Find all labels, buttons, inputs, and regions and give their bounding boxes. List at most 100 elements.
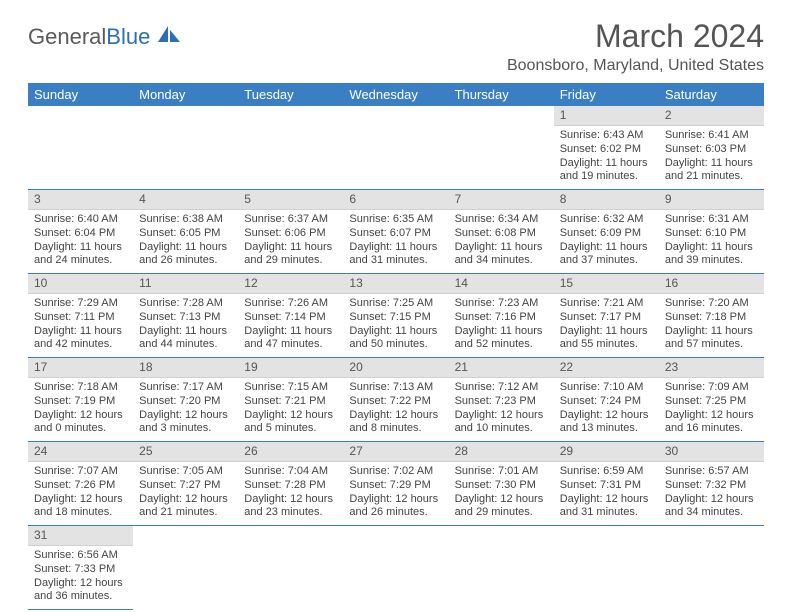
calendar-cell: 29Sunrise: 6:59 AMSunset: 7:31 PMDayligh… [554,442,659,526]
sunrise-text: Sunrise: 7:12 AM [455,381,548,395]
day-number: 29 [554,442,659,462]
sunrise-text: Sunrise: 6:59 AM [560,465,653,479]
weekday-header: Wednesday [343,83,448,106]
day-number: 17 [28,358,133,378]
day-body: Sunrise: 6:38 AMSunset: 6:05 PMDaylight:… [133,210,238,273]
daylight-text: Daylight: 11 hours and 47 minutes. [244,325,337,353]
day-number: 13 [343,274,448,294]
day-number: 9 [659,190,764,210]
day-body: Sunrise: 7:28 AMSunset: 7:13 PMDaylight:… [133,294,238,357]
daylight-text: Daylight: 12 hours and 23 minutes. [244,493,337,521]
sunrise-text: Sunrise: 7:02 AM [349,465,442,479]
day-body: Sunrise: 7:17 AMSunset: 7:20 PMDaylight:… [133,378,238,441]
sunset-text: Sunset: 7:24 PM [560,395,653,409]
calendar-cell: 23Sunrise: 7:09 AMSunset: 7:25 PMDayligh… [659,358,764,442]
sunset-text: Sunset: 7:17 PM [560,311,653,325]
sunset-text: Sunset: 7:16 PM [455,311,548,325]
day-number: 24 [28,442,133,462]
weekday-header: Saturday [659,83,764,106]
day-number: 19 [238,358,343,378]
weekday-header: Thursday [449,83,554,106]
calendar-cell: 22Sunrise: 7:10 AMSunset: 7:24 PMDayligh… [554,358,659,442]
day-body: Sunrise: 7:02 AMSunset: 7:29 PMDaylight:… [343,462,448,525]
calendar-cell: 19Sunrise: 7:15 AMSunset: 7:21 PMDayligh… [238,358,343,442]
day-body: Sunrise: 7:09 AMSunset: 7:25 PMDaylight:… [659,378,764,441]
day-number: 26 [238,442,343,462]
sunrise-text: Sunrise: 7:21 AM [560,297,653,311]
calendar-cell-empty [659,526,764,610]
sunset-text: Sunset: 7:23 PM [455,395,548,409]
calendar-cell: 14Sunrise: 7:23 AMSunset: 7:16 PMDayligh… [449,274,554,358]
sunrise-text: Sunrise: 7:18 AM [34,381,127,395]
daylight-text: Daylight: 11 hours and 19 minutes. [560,157,653,185]
sunrise-text: Sunrise: 7:20 AM [665,297,758,311]
sunrise-text: Sunrise: 7:04 AM [244,465,337,479]
calendar-cell-empty [343,106,448,190]
day-body: Sunrise: 6:57 AMSunset: 7:32 PMDaylight:… [659,462,764,525]
sunrise-text: Sunrise: 7:10 AM [560,381,653,395]
sunrise-text: Sunrise: 7:23 AM [455,297,548,311]
day-number: 10 [28,274,133,294]
calendar-cell: 4Sunrise: 6:38 AMSunset: 6:05 PMDaylight… [133,190,238,274]
calendar-cell: 28Sunrise: 7:01 AMSunset: 7:30 PMDayligh… [449,442,554,526]
sunrise-text: Sunrise: 7:13 AM [349,381,442,395]
sunset-text: Sunset: 7:15 PM [349,311,442,325]
calendar-row: 10Sunrise: 7:29 AMSunset: 7:11 PMDayligh… [28,274,764,358]
day-body: Sunrise: 6:31 AMSunset: 6:10 PMDaylight:… [659,210,764,273]
day-body: Sunrise: 7:15 AMSunset: 7:21 PMDaylight:… [238,378,343,441]
daylight-text: Daylight: 12 hours and 34 minutes. [665,493,758,521]
sunrise-text: Sunrise: 6:37 AM [244,213,337,227]
daylight-text: Daylight: 12 hours and 36 minutes. [34,577,127,605]
sunset-text: Sunset: 7:25 PM [665,395,758,409]
day-number: 4 [133,190,238,210]
day-number: 14 [449,274,554,294]
sunrise-text: Sunrise: 6:41 AM [665,129,758,143]
calendar-cell: 10Sunrise: 7:29 AMSunset: 7:11 PMDayligh… [28,274,133,358]
daylight-text: Daylight: 11 hours and 24 minutes. [34,241,127,269]
sunrise-text: Sunrise: 7:09 AM [665,381,758,395]
calendar-cell: 15Sunrise: 7:21 AMSunset: 7:17 PMDayligh… [554,274,659,358]
sunset-text: Sunset: 7:14 PM [244,311,337,325]
day-body: Sunrise: 7:21 AMSunset: 7:17 PMDaylight:… [554,294,659,357]
daylight-text: Daylight: 11 hours and 57 minutes. [665,325,758,353]
day-number: 1 [554,106,659,126]
logo-text-1: General [28,24,106,50]
day-body: Sunrise: 6:56 AMSunset: 7:33 PMDaylight:… [28,546,133,609]
weekday-header: Tuesday [238,83,343,106]
calendar-cell: 2Sunrise: 6:41 AMSunset: 6:03 PMDaylight… [659,106,764,190]
sunset-text: Sunset: 7:19 PM [34,395,127,409]
sunrise-text: Sunrise: 6:31 AM [665,213,758,227]
day-number: 6 [343,190,448,210]
day-number: 7 [449,190,554,210]
sunset-text: Sunset: 6:06 PM [244,227,337,241]
day-number: 5 [238,190,343,210]
sunrise-text: Sunrise: 6:32 AM [560,213,653,227]
daylight-text: Daylight: 12 hours and 26 minutes. [349,493,442,521]
calendar-cell: 6Sunrise: 6:35 AMSunset: 6:07 PMDaylight… [343,190,448,274]
day-body: Sunrise: 7:01 AMSunset: 7:30 PMDaylight:… [449,462,554,525]
sunrise-text: Sunrise: 6:38 AM [139,213,232,227]
sunrise-text: Sunrise: 7:25 AM [349,297,442,311]
day-body: Sunrise: 7:18 AMSunset: 7:19 PMDaylight:… [28,378,133,441]
sunset-text: Sunset: 6:10 PM [665,227,758,241]
day-body: Sunrise: 7:26 AMSunset: 7:14 PMDaylight:… [238,294,343,357]
calendar-cell: 16Sunrise: 7:20 AMSunset: 7:18 PMDayligh… [659,274,764,358]
daylight-text: Daylight: 11 hours and 44 minutes. [139,325,232,353]
sunrise-text: Sunrise: 6:56 AM [34,549,127,563]
sunset-text: Sunset: 6:05 PM [139,227,232,241]
calendar-cell-empty [238,526,343,610]
location-text: Boonsboro, Maryland, United States [507,57,764,75]
sunset-text: Sunset: 6:04 PM [34,227,127,241]
sunrise-text: Sunrise: 7:01 AM [455,465,548,479]
daylight-text: Daylight: 11 hours and 55 minutes. [560,325,653,353]
daylight-text: Daylight: 11 hours and 39 minutes. [665,241,758,269]
day-number: 12 [238,274,343,294]
day-number: 23 [659,358,764,378]
calendar-row: 24Sunrise: 7:07 AMSunset: 7:26 PMDayligh… [28,442,764,526]
calendar-cell: 18Sunrise: 7:17 AMSunset: 7:20 PMDayligh… [133,358,238,442]
calendar-cell: 8Sunrise: 6:32 AMSunset: 6:09 PMDaylight… [554,190,659,274]
day-body: Sunrise: 7:12 AMSunset: 7:23 PMDaylight:… [449,378,554,441]
sunset-text: Sunset: 7:31 PM [560,479,653,493]
day-body: Sunrise: 7:05 AMSunset: 7:27 PMDaylight:… [133,462,238,525]
sunset-text: Sunset: 6:02 PM [560,143,653,157]
